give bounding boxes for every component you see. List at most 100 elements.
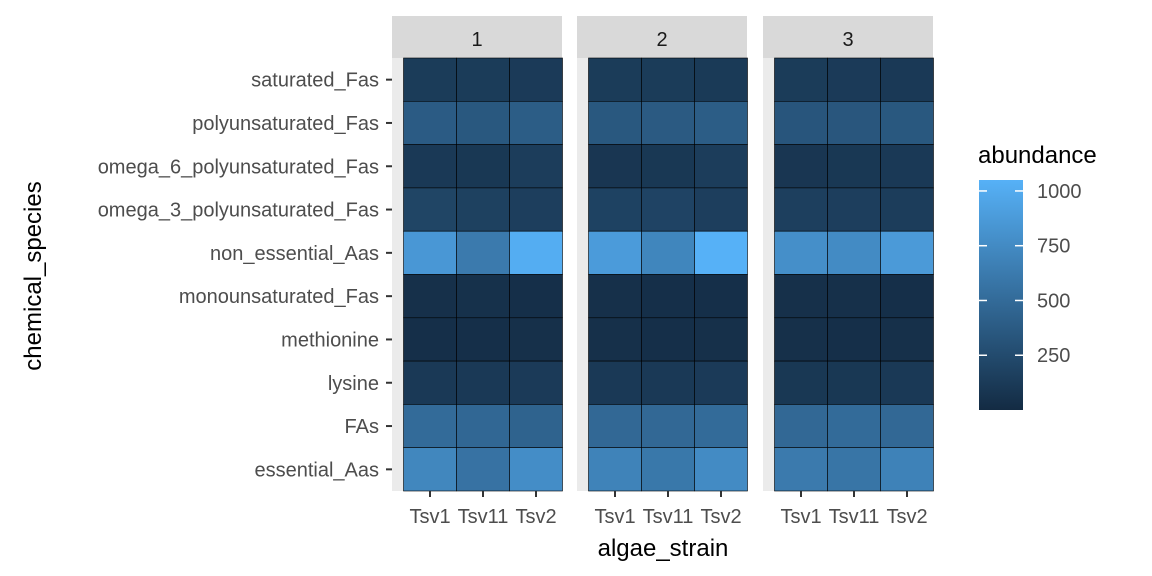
x-axis-title: algae_strain bbox=[598, 535, 729, 562]
facet-strip bbox=[763, 16, 933, 58]
heatmap-tile bbox=[694, 101, 748, 145]
x-tick-label: Tsv2 bbox=[886, 506, 927, 528]
facet-strip-label: 2 bbox=[656, 29, 667, 51]
heatmap-tile bbox=[403, 144, 457, 189]
heatmap-tile bbox=[694, 404, 748, 448]
heatmap-tile bbox=[509, 57, 563, 102]
y-tick-label: polyunsaturated_Fas bbox=[192, 113, 379, 135]
heatmap-tile bbox=[774, 274, 828, 319]
legend: abundance 250 500 750 1000 bbox=[978, 142, 1097, 410]
heatmap-tile bbox=[774, 447, 828, 492]
y-axis: saturated_Fas polyunsaturated_Fas omega_6_… bbox=[98, 70, 392, 481]
heatmap-tile bbox=[827, 187, 881, 232]
facet-panels: 1 Tsv1 Tsv11 Tsv2 2 Tsv1 Tsv11 Tsv2 3 Tsv1 Tsv11 Ts… bbox=[392, 16, 934, 528]
heatmap-tile bbox=[880, 101, 934, 145]
heatmap-tile bbox=[456, 317, 510, 362]
heatmap-tile bbox=[588, 404, 642, 448]
x-tick-label: Tsv11 bbox=[829, 506, 880, 528]
legend-ticks: 250 500 750 1000 bbox=[979, 181, 1082, 367]
x-tick-label: Tsv1 bbox=[594, 506, 635, 528]
heatmap-tile bbox=[774, 230, 828, 275]
heatmap-tile bbox=[827, 101, 881, 145]
heatmap-tile bbox=[403, 57, 457, 102]
heatmap-tile bbox=[509, 144, 563, 189]
heatmap-tile bbox=[509, 404, 563, 448]
heatmap-tile bbox=[456, 187, 510, 232]
heatmap-tile bbox=[774, 144, 828, 189]
heatmap-tile bbox=[403, 317, 457, 362]
y-axis-title: chemical_species bbox=[20, 181, 47, 370]
heatmap-tile bbox=[456, 57, 510, 102]
y-tick-label: essential_Aas bbox=[254, 459, 379, 481]
heatmap-tile bbox=[641, 447, 695, 492]
heatmap-tile bbox=[456, 360, 510, 405]
heatmap-tile bbox=[827, 447, 881, 492]
y-tick-label: omega_6_polyunsaturated_Fas bbox=[98, 156, 379, 178]
y-tick-label: monounsaturated_Fas bbox=[179, 286, 379, 308]
heatmap-tile bbox=[588, 230, 642, 275]
legend-tick-label: 1000 bbox=[1037, 181, 1082, 203]
heatmap-tile bbox=[880, 317, 934, 362]
x-tick-label: Tsv11 bbox=[458, 506, 509, 528]
facet-strip-label: 1 bbox=[471, 29, 482, 51]
heatmap-tile bbox=[880, 447, 934, 492]
y-tick-label: omega_3_polyunsaturated_Fas bbox=[98, 200, 379, 222]
y-tick-label: non_essential_Aas bbox=[210, 243, 379, 265]
heatmap-tile bbox=[774, 360, 828, 405]
heatmap-tile bbox=[694, 230, 748, 275]
heatmap-tile bbox=[827, 230, 881, 275]
heatmap-tile bbox=[588, 57, 642, 102]
x-tick-label: Tsv1 bbox=[409, 506, 450, 528]
heatmap-tile bbox=[456, 447, 510, 492]
x-tick-label: Tsv11 bbox=[643, 506, 694, 528]
heatmap-tile bbox=[641, 317, 695, 362]
heatmap-tile bbox=[774, 57, 828, 102]
heatmap-tile bbox=[641, 144, 695, 189]
heatmap-tile bbox=[641, 230, 695, 275]
y-tick-label: FAs bbox=[345, 416, 379, 438]
heatmap-tile bbox=[641, 360, 695, 405]
y-tick-label: lysine bbox=[328, 373, 379, 395]
heatmap-tile bbox=[588, 447, 642, 492]
heatmap-tile bbox=[880, 274, 934, 319]
heatmap-tile bbox=[456, 274, 510, 319]
heatmap-tile bbox=[694, 317, 748, 362]
heatmap-tile bbox=[880, 230, 934, 275]
heatmap-tile bbox=[509, 317, 563, 362]
heatmap-tile bbox=[403, 230, 457, 275]
heatmap-tile bbox=[774, 317, 828, 362]
heatmap-tile bbox=[509, 274, 563, 319]
heatmap-tile bbox=[694, 187, 748, 232]
legend-tick-label: 750 bbox=[1037, 236, 1070, 258]
heatmap-tile bbox=[880, 187, 934, 232]
heatmap-tile bbox=[588, 101, 642, 145]
heatmap-tile bbox=[456, 144, 510, 189]
facet-strip-label: 3 bbox=[842, 29, 853, 51]
heatmap-tile bbox=[588, 144, 642, 189]
facet-panel-1: 1 Tsv1 Tsv11 Tsv2 bbox=[392, 16, 563, 528]
heatmap-tile bbox=[641, 101, 695, 145]
heatmap-tile bbox=[509, 447, 563, 492]
heatmap-tile bbox=[880, 360, 934, 405]
heatmap-tile bbox=[880, 404, 934, 448]
heatmap-tile bbox=[774, 187, 828, 232]
heatmap-tile bbox=[694, 144, 748, 189]
heatmap-tile bbox=[403, 404, 457, 448]
heatmap-tile bbox=[403, 360, 457, 405]
heatmap-tile bbox=[694, 57, 748, 102]
heatmap-tile bbox=[880, 57, 934, 102]
facet-panel-3: 3 Tsv1 Tsv11 Tsv2 bbox=[763, 16, 934, 528]
heatmap-tile bbox=[509, 360, 563, 405]
heatmap-tile bbox=[827, 404, 881, 448]
heatmap-tile bbox=[641, 57, 695, 102]
heatmap-tile bbox=[588, 360, 642, 405]
heatmap-tile bbox=[774, 404, 828, 448]
facet-strip bbox=[577, 16, 747, 58]
heatmap-tile bbox=[456, 230, 510, 275]
heatmap-tile bbox=[880, 144, 934, 189]
heatmap-tile bbox=[827, 57, 881, 102]
legend-colorbar bbox=[979, 180, 1023, 410]
y-tick-label: methionine bbox=[281, 329, 379, 351]
heatmap-tile bbox=[588, 317, 642, 362]
